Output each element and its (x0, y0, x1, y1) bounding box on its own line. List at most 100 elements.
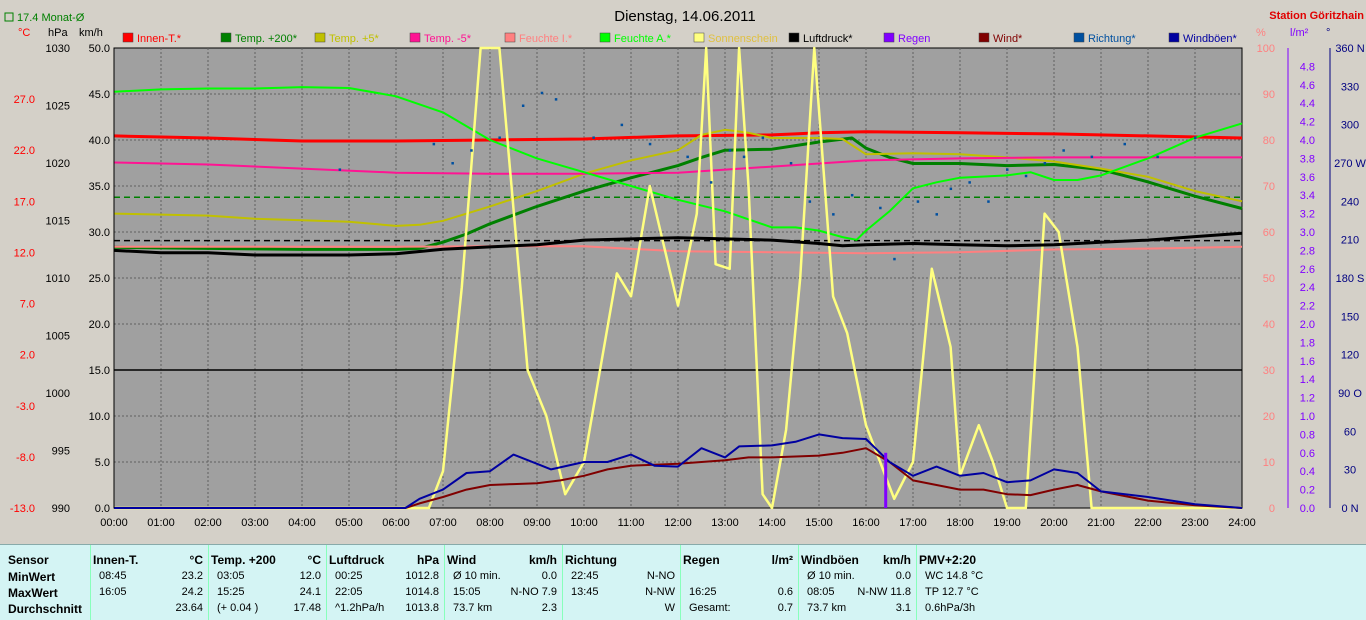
direction-tick-label: 0 N (1341, 503, 1358, 515)
wind-tick-label: 25.0 (89, 273, 110, 285)
stats-cell: Regen (683, 553, 720, 567)
legend-swatch (599, 32, 611, 43)
direction-point (987, 200, 990, 203)
stats-cell: N-NO 7.9 (510, 586, 557, 598)
stats-cell: 16:05 (99, 586, 127, 598)
rain-tick-label: 1.2 (1300, 393, 1315, 405)
percent-tick-label: 40 (1263, 319, 1275, 331)
stats-cell: 1012.8 (405, 570, 439, 582)
rain-tick-label: 0.6 (1300, 448, 1315, 460)
wind-tick-label: 30.0 (89, 227, 110, 239)
series-line (113, 86, 1243, 241)
stats-cell: 0.7 (777, 602, 793, 614)
stats-cell: Gesamt: (689, 602, 731, 614)
direction-point (949, 187, 953, 191)
stats-cell: km/h (528, 553, 557, 567)
legend-label: Regen (898, 33, 930, 45)
rain-unit-label: l/m² (1290, 27, 1309, 39)
direction-point (709, 181, 713, 184)
x-tick-label: 21:00 (1087, 517, 1115, 529)
stats-cell: 24.1 (299, 586, 321, 598)
direction-tick-label: 30 (1344, 465, 1356, 477)
reference-lines (114, 196, 1242, 371)
direction-point (1123, 142, 1126, 146)
direction-point (850, 193, 854, 197)
percent-tick-label: 10 (1263, 457, 1275, 469)
direction-point (338, 168, 342, 171)
legend-swatch (122, 32, 134, 43)
direction-point (728, 149, 732, 152)
pressure-tick-label: 1010 (46, 273, 70, 285)
stats-cell: 23.64 (175, 602, 203, 614)
stats-cell: Innen-T. (93, 553, 139, 567)
legend: Innen-T.* Temp. +200* Temp. +5* Temp. -5* Fe… (122, 32, 1238, 45)
rain-tick-label: 3.6 (1300, 172, 1315, 184)
rain-tick-label: 4.2 (1300, 117, 1315, 129)
direction-point (742, 155, 746, 159)
direction-tick-label: 300 (1341, 120, 1359, 132)
stats-cell: Ø 10 min. (453, 570, 501, 582)
x-tick-label: 16:00 (852, 517, 880, 529)
legend-label: Temp. +5* (329, 33, 380, 45)
stats-cell: (+ 0.04 ) (217, 602, 259, 614)
stats-column: Innen-T. °C 08:45 23.2 16:05 24.2 23.64 (90, 545, 209, 620)
series-line (114, 447, 1243, 509)
direction-tick-label: 120 (1341, 350, 1359, 362)
stats-cell: Ø 10 min. (807, 570, 855, 582)
legend-label: Temp. -5* (424, 33, 472, 45)
percent-tick-label: 50 (1263, 273, 1275, 285)
series-line (113, 156, 1242, 175)
stats-cell: °C (307, 553, 321, 567)
pressure-tick-label: 1005 (46, 331, 70, 343)
rain-tick-label: 0.0 (1300, 503, 1315, 515)
wind-tick-label: 45.0 (89, 89, 110, 101)
stats-cell: TP 12.7 °C (925, 586, 979, 598)
x-tick-label: 22:00 (1134, 517, 1162, 529)
rain-tick-label: 2.6 (1300, 264, 1315, 276)
pressure-tick-label: 1015 (46, 216, 70, 228)
wind-unit-label: km/h (79, 27, 103, 39)
legend-label: Feuchte A.* (614, 33, 672, 45)
direction-point (808, 200, 812, 203)
statistics-panel: Sensor MinWert MaxWert Durchschnitt Innen-T.… (0, 544, 1366, 620)
direction-point (521, 104, 525, 107)
direction-tick-label: 360 N (1335, 43, 1364, 55)
rain-tick-label: 4.8 (1300, 61, 1315, 73)
percent-tick-label: 20 (1263, 411, 1275, 423)
stats-column: Wind km/h Ø 10 min. 0.0 15:05 N-NO 7.9 73.7 km… (444, 545, 563, 620)
stats-cell: 03:05 (217, 570, 245, 582)
direction-point (451, 162, 454, 165)
x-tick-label: 14:00 (758, 517, 786, 529)
direction-point (1024, 174, 1028, 178)
legend-label: Windböen* (1183, 33, 1238, 45)
rain-tick-label: 2.4 (1300, 282, 1315, 294)
stats-cell: Richtung (565, 553, 617, 567)
direction-point (592, 136, 595, 139)
rain-tick-label: 0.4 (1300, 466, 1315, 478)
stats-cell: Durchschnitt (8, 602, 83, 616)
temp-tick-label: 27.0 (14, 94, 35, 106)
stats-cell: 08:05 (807, 586, 835, 598)
x-tick-label: 07:00 (429, 517, 457, 529)
legend-label: Richtung* (1088, 33, 1136, 45)
stats-cell: Luftdruck (329, 553, 385, 567)
legend-swatch (883, 32, 895, 43)
stats-cell: 3.1 (895, 602, 911, 614)
x-tick-label: 05:00 (335, 517, 363, 529)
x-tick-label: 04:00 (288, 517, 316, 529)
direction-tick-label: 150 (1341, 311, 1359, 323)
rain-tick-label: 1.8 (1300, 337, 1315, 349)
series-line (114, 433, 1243, 509)
percent-tick-label: 60 (1263, 227, 1275, 239)
percent-tick-label: 80 (1263, 135, 1275, 147)
x-tick-label: 01:00 (147, 517, 175, 529)
stats-cell: N-NO (646, 570, 675, 582)
stats-cell: MaxWert (8, 586, 58, 600)
stats-cell: 23.2 (181, 570, 203, 582)
pressure-tick-label: 1020 (46, 158, 70, 170)
legend-swatch (788, 32, 800, 43)
stats-column: PMV+2:20 WC 14.8 °C TP 12.7 °C 0.6hPa/3h (916, 545, 1047, 620)
direction-point (935, 213, 938, 216)
direction-point (1090, 155, 1094, 159)
stats-cell: 0.6 (777, 586, 793, 598)
